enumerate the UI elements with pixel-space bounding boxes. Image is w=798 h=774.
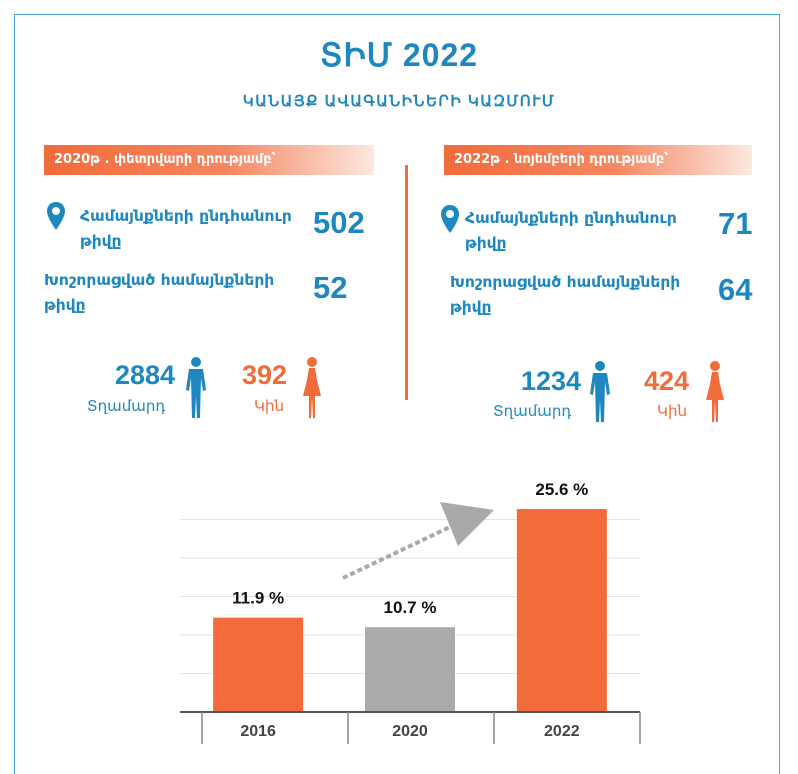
right-women-label: Կին (657, 402, 687, 420)
left-communities-value: 502 (313, 205, 365, 240)
bar-2022 (516, 509, 607, 712)
left-communities-label-line2: թիվը (80, 232, 122, 250)
right-date-banner: 2022թ . նոյեմբերի դրությամբ՝ (444, 145, 752, 175)
value-label-2022: 25.6 % (535, 480, 588, 499)
chart-value-labels: 11.9 % 10.7 % 25.6 % (232, 480, 588, 617)
left-men-label: Տղամարդ (87, 397, 166, 415)
left-enlarged-value: 52 (313, 270, 348, 305)
left-women-count: 392 (242, 360, 288, 390)
right-men-count: 1234 (521, 366, 582, 396)
right-enlarged-label-line2: թիվը (450, 298, 492, 316)
left-enlarged-label-line2: թիվը (44, 296, 86, 314)
right-communities-value: 71 (718, 206, 753, 241)
x-tick-label-2020: 2020 (392, 723, 428, 740)
man-silhouette-icon (590, 361, 610, 422)
right-enlarged-label-line1: Խոշորացված համայնքների (450, 273, 681, 291)
left-communities-label-line1: Համայնքների ընդհանուր (80, 207, 292, 225)
left-women-label: Կին (254, 397, 284, 415)
x-tick-label-2016: 2016 (240, 723, 276, 740)
location-pin-icon (47, 202, 65, 230)
left-men-count: 2884 (115, 360, 176, 390)
location-pin-icon (441, 205, 459, 233)
man-silhouette-icon (186, 357, 206, 418)
page-title: ՏԻՄ 2022 (319, 37, 479, 73)
value-label-2020: 10.7 % (384, 598, 437, 617)
bar-2016 (213, 617, 304, 712)
right-communities-label-line1: Համայնքների ընդհանուր (465, 209, 677, 227)
panel-divider (405, 165, 408, 400)
left-date-banner: 2020թ . փետրվարի դրությամբ՝ (44, 145, 374, 175)
content-frame (14, 14, 780, 774)
woman-silhouette-icon (303, 357, 321, 418)
right-men-label: Տղամարդ (493, 402, 572, 420)
bar-2020 (365, 627, 455, 712)
right-women-count: 424 (644, 366, 690, 396)
right-communities-label: Համայնքների ընդհանուր թիվը (465, 206, 677, 256)
right-enlarged-label: Խոշորացված համայնքների թիվը (450, 270, 680, 320)
left-enlarged-label-line1: Խոշորացված համայնքների (44, 271, 275, 289)
left-enlarged-label: Խոշորացված համայնքների թիվը (44, 268, 274, 318)
chart-bars (213, 509, 607, 712)
page-subtitle: ԿԱՆԱՅՔ ԱՎԱԳԱՆԻՆԵՐԻ ԿԱԶՄՈՒՄ (242, 93, 556, 110)
left-communities-label: Համայնքների ընդհանուր թիվը (80, 204, 292, 254)
chart-x-axis: 2016 2020 2022 (180, 711, 641, 744)
x-tick-label-2022: 2022 (544, 723, 580, 740)
woman-silhouette-icon (706, 361, 724, 422)
value-label-2016: 11.9 % (232, 589, 284, 608)
right-communities-label-line2: թիվը (465, 234, 507, 252)
right-enlarged-value: 64 (718, 272, 753, 307)
trend-arrow-icon (342, 502, 494, 580)
